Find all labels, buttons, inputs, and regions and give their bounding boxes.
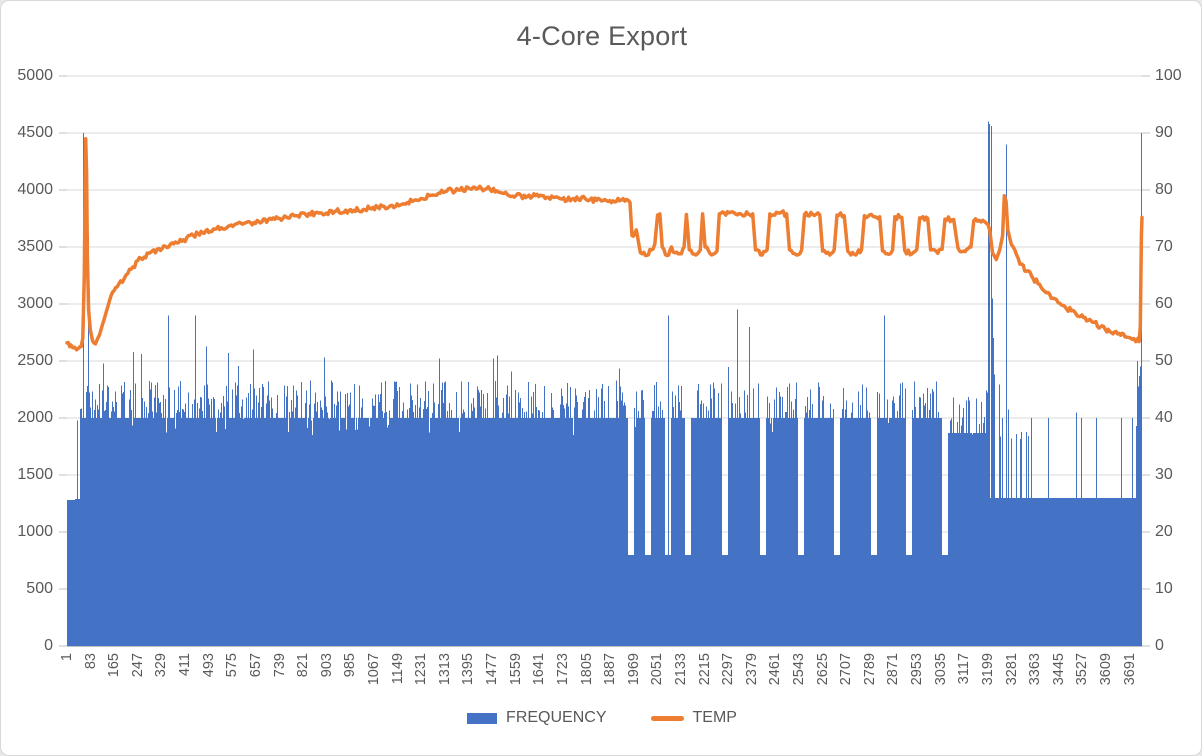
x-axis-tick-label: 3363	[1027, 653, 1044, 686]
x-axis-tick-label: 821	[295, 653, 312, 678]
x-axis-tick-label: 247	[129, 653, 146, 678]
x-axis-tick-label: 165	[106, 653, 123, 678]
x-axis-tick-label: 1805	[578, 653, 595, 686]
y-axis-right-tick-label: 30	[1155, 466, 1173, 483]
y-axis-right-tick-label: 40	[1155, 409, 1173, 426]
y-axis-right-tick-label: 10	[1155, 580, 1173, 597]
y-axis-right-tick-label: 20	[1155, 523, 1173, 540]
y-axis-right-tick-label: 90	[1155, 124, 1173, 141]
x-axis-tick-label: 329	[153, 653, 170, 678]
x-axis-tick-label: 2543	[791, 653, 808, 686]
y-axis-left-tick-label: 1000	[17, 523, 53, 540]
legend-label-temp: TEMP	[692, 709, 737, 726]
y-axis-left-tick-label: 2000	[17, 409, 53, 426]
legend-label-frequency: FREQUENCY	[506, 709, 607, 726]
x-axis-tick-label: 3035	[932, 653, 949, 686]
x-axis-tick-label: 1313	[436, 653, 453, 686]
x-axis-tick-label: 2297	[720, 653, 737, 686]
y-axis-left-tick-label: 3500	[17, 238, 53, 255]
x-axis-tick-label: 3609	[1098, 653, 1114, 686]
x-axis-tick-label: 1231	[413, 653, 430, 686]
x-axis-tick-label: 2625	[814, 653, 831, 686]
y-axis-left-tick-label: 500	[26, 580, 53, 597]
x-axis-tick-label: 1969	[625, 653, 642, 686]
x-axis-tick-label: 2871	[885, 653, 902, 686]
x-axis-tick-label: 3199	[979, 653, 996, 686]
x-axis-tick-label: 83	[82, 653, 99, 670]
x-axis-tick-label: 2461	[767, 653, 784, 686]
x-axis-tick-label: 985	[342, 653, 359, 678]
y-axis-left-tick-label: 5000	[17, 67, 53, 84]
x-axis-tick-label: 2051	[649, 653, 666, 686]
chart-title: 4-Core Export	[516, 21, 688, 51]
y-axis-left-tick-label: 1500	[17, 466, 53, 483]
temp-series	[65, 136, 1144, 352]
x-axis-tick-label: 3117	[956, 653, 973, 685]
x-axis-tick-label: 3445	[1050, 653, 1067, 686]
frequency-series	[67, 121, 1142, 647]
y-axis-left-tick-label: 3000	[17, 295, 53, 312]
y-axis-left-tick-label: 0	[44, 637, 53, 654]
x-axis-tick-label: 3281	[1003, 653, 1020, 686]
legend-item-frequency[interactable]: FREQUENCY	[467, 709, 607, 727]
legend: FREQUENCY TEMP	[1, 709, 1201, 727]
x-axis-tick-label: 1887	[602, 653, 619, 686]
legend-item-temp[interactable]: TEMP	[650, 709, 737, 727]
x-axis-tick-label: 903	[318, 653, 335, 678]
frequency-swatch-icon	[467, 712, 498, 724]
x-axis-tick-label: 2707	[838, 653, 855, 686]
x-axis-tick-label: 1477	[484, 653, 501, 686]
x-axis-tick-label: 1067	[365, 653, 382, 686]
temp-swatch-icon	[650, 715, 684, 721]
x-axis-tick-label: 1723	[554, 653, 571, 686]
y-axis-left-tick-label: 2500	[17, 352, 53, 369]
x-axis-tick-label: 2379	[743, 653, 760, 686]
y-axis-right-tick-label: 50	[1155, 352, 1173, 369]
x-axis-tick-label: 1	[59, 653, 75, 662]
x-axis-tick-label: 3691	[1121, 653, 1138, 686]
y-axis-right-tick-label: 0	[1155, 637, 1164, 654]
y-axis-right-tick-label: 80	[1155, 181, 1173, 198]
x-axis-tick-label: 1395	[460, 653, 477, 686]
x-axis-tick-label: 2133	[672, 653, 689, 686]
x-axis-tick-label: 493	[200, 653, 217, 678]
x-axis-tick-label: 411	[177, 653, 194, 677]
x-axis-tick-label: 2789	[861, 653, 878, 686]
x-axis-tick-label: 2215	[696, 653, 713, 686]
y-axis-right-tick-label: 100	[1155, 67, 1182, 84]
y-axis-left-tick-label: 4500	[17, 124, 53, 141]
x-axis-tick-label: 1149	[389, 653, 406, 685]
y-axis-right-tick-label: 60	[1155, 295, 1173, 312]
y-axis-right-tick-label: 70	[1155, 238, 1173, 255]
x-axis-tick-label: 3527	[1074, 653, 1091, 686]
x-axis-tick-label: 739	[271, 653, 288, 678]
x-axis-tick-label: 657	[247, 653, 264, 678]
x-axis-tick-label: 1559	[507, 653, 524, 686]
x-axis-tick-label: 2953	[909, 653, 926, 686]
y-axis-left-tick-label: 4000	[17, 181, 53, 198]
x-axis-tick-label: 1641	[531, 653, 548, 686]
x-axis-tick-label: 575	[224, 653, 241, 678]
